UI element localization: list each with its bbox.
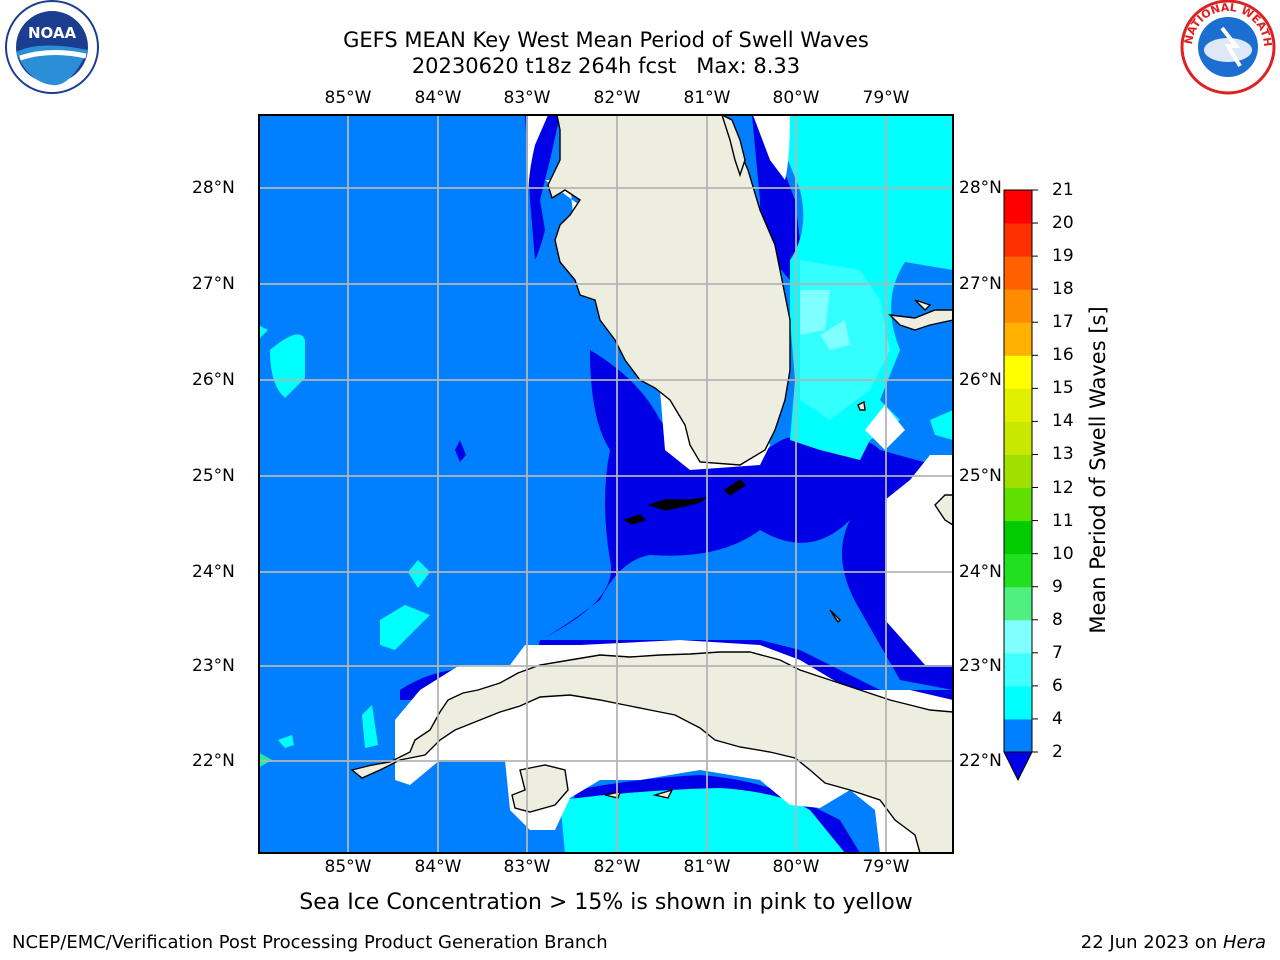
colorbar-tick-label: 4 xyxy=(1052,708,1063,729)
colorbar-segment xyxy=(1004,388,1032,422)
no-data-region xyxy=(528,115,548,190)
lat-label-right: 23°N xyxy=(959,656,1002,676)
footer-date: 22 Jun 2023 on Hera xyxy=(1081,932,1266,953)
lon-label-top: 81°W xyxy=(683,88,731,108)
lat-label-left: 27°N xyxy=(192,274,235,294)
colorbar-tick-label: 18 xyxy=(1052,279,1074,300)
colorbar-tick-label: 8 xyxy=(1052,609,1063,630)
lat-label-right: 24°N xyxy=(959,562,1002,582)
lat-label-right: 27°N xyxy=(959,274,1002,294)
colorbar-segment xyxy=(1004,487,1032,522)
lat-label-left: 26°N xyxy=(192,370,235,390)
lon-label-bottom: 81°W xyxy=(683,857,731,877)
colorbar-tick-label: 12 xyxy=(1052,477,1074,498)
colorbar-tick-label: 20 xyxy=(1052,213,1074,234)
colorbar xyxy=(1003,189,1038,782)
colorbar-segment xyxy=(1004,289,1032,323)
colorbar-segment xyxy=(1004,586,1032,621)
swell-field-cyan xyxy=(560,788,845,853)
footer-org: NCEP/EMC/Verification Post Processing Pr… xyxy=(12,932,608,953)
colorbar-tick-label: 6 xyxy=(1052,675,1063,696)
footer-machine: Hera xyxy=(1222,932,1266,953)
lat-label-right: 28°N xyxy=(959,178,1002,198)
colorbar-tick-label: 14 xyxy=(1052,411,1074,432)
lat-label-left: 25°N xyxy=(192,466,235,486)
lon-label-bottom: 84°W xyxy=(414,857,462,877)
colorbar-tick-label: 10 xyxy=(1052,543,1074,564)
footer-date-text: 22 Jun 2023 on xyxy=(1080,932,1223,953)
lon-label-top: 80°W xyxy=(772,88,820,108)
colorbar-tick-label: 17 xyxy=(1052,312,1074,333)
map-frame xyxy=(258,114,954,854)
colorbar-segment xyxy=(1004,619,1032,654)
colorbar-segment xyxy=(1004,322,1032,356)
florida-peninsula xyxy=(547,115,791,466)
lon-label-top: 79°W xyxy=(862,88,910,108)
bahamas xyxy=(888,309,953,331)
lon-label-top: 83°W xyxy=(503,88,551,108)
lon-label-bottom: 80°W xyxy=(772,857,820,877)
colorbar-segment xyxy=(1004,718,1032,753)
colorbar-segment xyxy=(1004,454,1032,489)
sea-ice-note: Sea Ice Concentration > 15% is shown in … xyxy=(299,890,913,915)
colorbar-label: Mean Period of Swell Waves [s] xyxy=(1086,306,1110,634)
lat-label-right: 25°N xyxy=(959,466,1002,486)
nws-logo: NATIONAL WEATHER SERVICE xyxy=(0,0,1276,95)
colorbar-tick-label: 15 xyxy=(1052,378,1074,399)
lon-label-top: 84°W xyxy=(414,88,462,108)
colorbar-extend-triangle xyxy=(1003,751,1033,782)
colorbar-segment xyxy=(1004,190,1032,224)
lat-label-left: 28°N xyxy=(192,178,235,198)
colorbar-frame xyxy=(1003,189,1033,753)
lon-label-bottom: 85°W xyxy=(324,857,372,877)
lon-label-top: 82°W xyxy=(593,88,641,108)
colorbar-segment xyxy=(1004,256,1032,290)
colorbar-tick-label: 2 xyxy=(1052,742,1063,762)
lat-label-left: 23°N xyxy=(192,656,235,676)
colorbar-tick-label: 21 xyxy=(1052,180,1074,200)
colorbar-segment xyxy=(1004,223,1032,257)
lat-label-left: 24°N xyxy=(192,562,235,582)
colorbar-tick-label: 11 xyxy=(1052,510,1074,531)
colorbar-segment xyxy=(1004,652,1032,687)
colorbar-segment xyxy=(1004,421,1032,455)
colorbar-segment xyxy=(1004,355,1032,389)
colorbar-tick-label: 19 xyxy=(1052,246,1074,267)
swell-field-dark-blue xyxy=(540,350,953,690)
colorbar-tick-label: 13 xyxy=(1052,444,1074,465)
colorbar-tick-label: 9 xyxy=(1052,576,1063,597)
nws-logo-text: NATIONAL WEATHER SERVICE xyxy=(0,0,1274,47)
noaa-logo-text: NOAA xyxy=(28,24,77,42)
map-subtitle: 20230620 t18z 264h fcst Max: 8.33 xyxy=(411,54,801,78)
svg-text:NATIONAL WEATHER SERVICE: NATIONAL WEATHER SERVICE xyxy=(0,0,1274,47)
map-title: GEFS MEAN Key West Mean Period of Swell … xyxy=(343,28,869,52)
isle-of-youth xyxy=(511,764,569,813)
graticule xyxy=(259,115,953,853)
lon-label-bottom: 83°W xyxy=(503,857,551,877)
lat-label-right: 26°N xyxy=(959,370,1002,390)
colorbar-segment xyxy=(1004,520,1032,555)
lon-label-bottom: 82°W xyxy=(593,857,641,877)
colorbar-tick-label: 16 xyxy=(1052,345,1074,366)
lat-label-right: 22°N xyxy=(959,751,1002,771)
colorbar-tick-label: 7 xyxy=(1052,642,1063,663)
colorbar-segment xyxy=(1004,553,1032,588)
lon-label-top: 85°W xyxy=(324,88,372,108)
noaa-logo: NOAA xyxy=(5,0,99,94)
lat-label-left: 22°N xyxy=(192,751,235,771)
colorbar-segment xyxy=(1004,685,1032,720)
lon-label-bottom: 79°W xyxy=(862,857,910,877)
